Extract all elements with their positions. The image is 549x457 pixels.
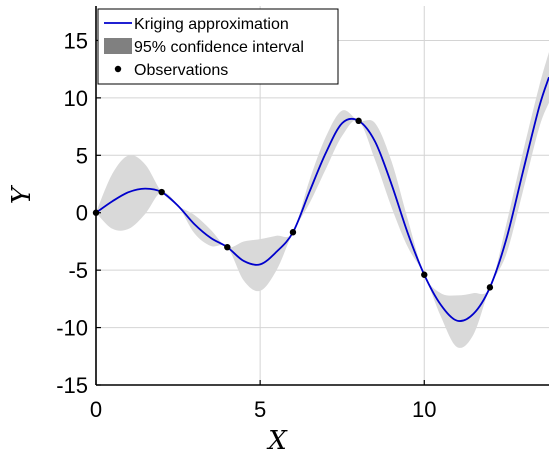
kriging-line	[96, 76, 549, 322]
observation-point	[289, 229, 297, 236]
y-tick-label: 0	[76, 201, 88, 226]
observation-point	[486, 284, 494, 291]
x-tick-label: 0	[90, 397, 102, 422]
observation-point	[421, 271, 428, 278]
y-tick-label: -10	[56, 316, 88, 341]
x-axis-label: X	[266, 426, 288, 456]
y-tick-label: -15	[56, 373, 88, 398]
legend-swatch-patch	[104, 38, 132, 54]
y-tick-label: -5	[68, 258, 88, 283]
observation-point	[158, 188, 165, 196]
legend-label: 95% confidence interval	[134, 39, 304, 56]
legend-box	[97, 8, 339, 85]
legend-label: Kriging approximation	[134, 16, 289, 33]
legend-swatch-marker	[114, 65, 122, 73]
observation-point	[224, 243, 231, 251]
x-tick-label: 5	[254, 397, 266, 422]
x-tick-label: 10	[412, 397, 436, 422]
y-tick-label: 5	[76, 143, 88, 168]
y-tick-label: 15	[64, 28, 88, 53]
y-tick-label: 10	[64, 86, 88, 111]
legend-label: Observations	[134, 62, 228, 79]
y-axis-label: Y	[7, 184, 37, 204]
observation-point	[355, 117, 362, 125]
